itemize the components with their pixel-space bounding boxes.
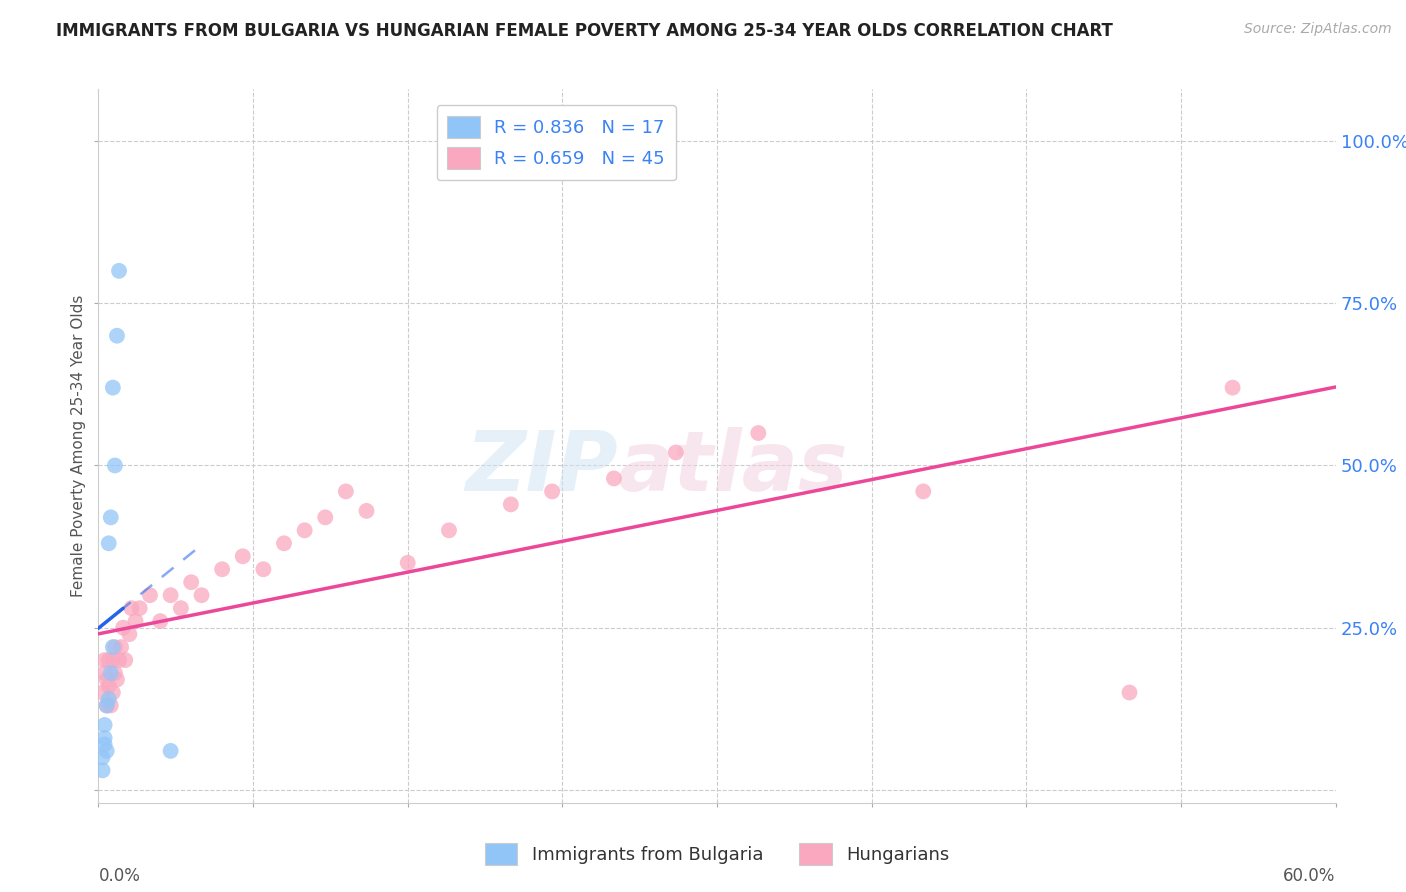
Text: Source: ZipAtlas.com: Source: ZipAtlas.com [1244, 22, 1392, 37]
Point [100, 666, 122, 681]
Point [93, 738, 115, 752]
Point [91, 750, 114, 764]
Point [437, 524, 460, 538]
Point [108, 264, 131, 278]
Point [96, 698, 118, 713]
Point [273, 536, 295, 550]
Point [93, 731, 115, 745]
Point [93, 666, 115, 681]
Point [1118, 685, 1140, 699]
Point [120, 601, 142, 615]
Point [541, 484, 564, 499]
Point [93, 653, 115, 667]
Point [314, 510, 336, 524]
Point [912, 484, 935, 499]
Point [211, 562, 233, 576]
Point [356, 504, 378, 518]
Point [110, 640, 132, 654]
Point [105, 673, 128, 687]
Point [114, 653, 136, 667]
Point [124, 614, 146, 628]
Legend: Immigrants from Bulgaria, Hungarians: Immigrants from Bulgaria, Hungarians [478, 836, 956, 872]
Point [335, 484, 357, 499]
Point [96, 673, 118, 687]
Point [232, 549, 254, 564]
Point [97, 653, 120, 667]
Point [294, 524, 316, 538]
Point [101, 685, 124, 699]
Point [101, 381, 124, 395]
Point [97, 536, 120, 550]
Point [139, 588, 162, 602]
Point [96, 698, 118, 713]
Text: ZIP: ZIP [465, 427, 619, 508]
Point [180, 575, 202, 590]
Point [104, 640, 127, 654]
Point [499, 497, 522, 511]
Point [108, 653, 131, 667]
Point [96, 744, 118, 758]
Point [101, 640, 124, 654]
Point [252, 562, 274, 576]
Point [93, 718, 115, 732]
Point [603, 471, 626, 485]
Point [159, 744, 181, 758]
Point [128, 601, 150, 615]
Point [118, 627, 141, 641]
Point [101, 653, 124, 667]
Point [112, 621, 135, 635]
Point [100, 510, 122, 524]
Point [105, 328, 128, 343]
Text: atlas: atlas [619, 427, 849, 508]
Point [91, 685, 114, 699]
Point [97, 692, 120, 706]
Point [190, 588, 212, 602]
Point [100, 698, 122, 713]
Text: IMMIGRANTS FROM BULGARIA VS HUNGARIAN FEMALE POVERTY AMONG 25-34 YEAR OLDS CORRE: IMMIGRANTS FROM BULGARIA VS HUNGARIAN FE… [56, 22, 1114, 40]
Point [1222, 381, 1244, 395]
Point [104, 666, 127, 681]
Point [97, 679, 120, 693]
Point [149, 614, 172, 628]
Point [159, 588, 181, 602]
Point [91, 764, 114, 778]
Point [104, 458, 127, 473]
Point [747, 425, 769, 440]
Point [396, 556, 419, 570]
Text: 60.0%: 60.0% [1284, 867, 1336, 885]
Point [170, 601, 193, 615]
Y-axis label: Female Poverty Among 25-34 Year Olds: Female Poverty Among 25-34 Year Olds [70, 295, 86, 597]
Text: 0.0%: 0.0% [98, 867, 141, 885]
Point [665, 445, 688, 459]
